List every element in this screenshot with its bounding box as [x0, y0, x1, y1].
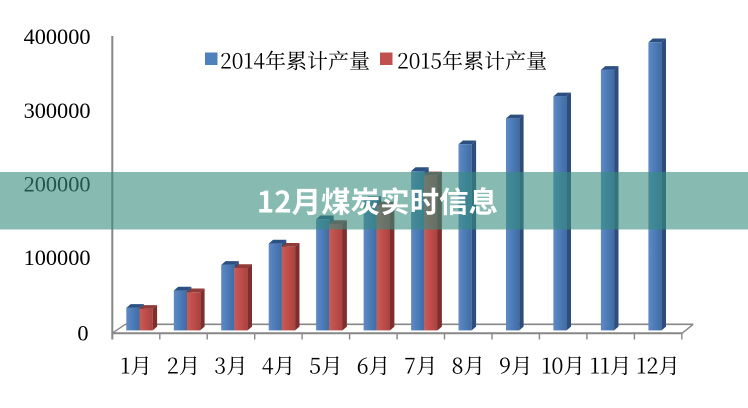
svg-text:300000: 300000	[24, 98, 91, 123]
svg-text:400000: 400000	[24, 24, 91, 49]
svg-text:100000: 100000	[24, 245, 91, 270]
svg-text:0: 0	[77, 321, 88, 346]
